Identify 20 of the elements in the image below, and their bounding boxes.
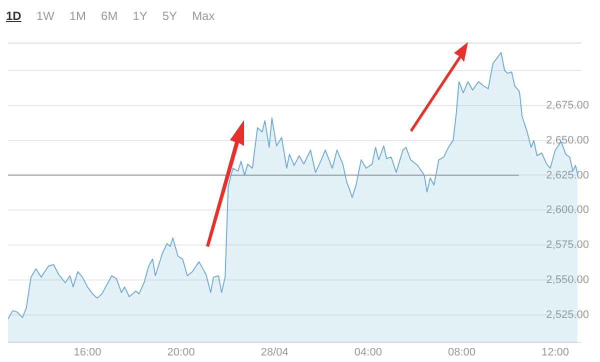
x-tick-label: 28/04 bbox=[260, 346, 288, 358]
text: 1M bbox=[69, 8, 86, 25]
y-tick-label: 2,625.00 bbox=[546, 169, 589, 182]
y-tick-label: 2,575.00 bbox=[546, 239, 589, 252]
text: 1D bbox=[6, 8, 22, 25]
x-tick-label: 16:00 bbox=[74, 346, 102, 358]
text: Max bbox=[192, 8, 215, 25]
y-tick-label: 2,525.00 bbox=[546, 308, 589, 321]
x-tick-label: 04:00 bbox=[354, 346, 382, 358]
x-tick-label: 20:00 bbox=[167, 346, 195, 358]
x-tick-label: 08:00 bbox=[448, 346, 476, 358]
y-tick-label: 2,675.00 bbox=[546, 99, 589, 112]
y-tick-label: 2,600.00 bbox=[546, 204, 589, 216]
text: 5Y bbox=[162, 8, 178, 25]
x-tick-label: 12:00 bbox=[542, 346, 570, 358]
text: 6M bbox=[101, 8, 118, 25]
y-tick-label: 2,650.00 bbox=[546, 134, 589, 146]
text: 1W bbox=[36, 8, 54, 25]
text: 1Y bbox=[132, 8, 148, 25]
y-tick-label: 2,550.00 bbox=[546, 274, 589, 286]
